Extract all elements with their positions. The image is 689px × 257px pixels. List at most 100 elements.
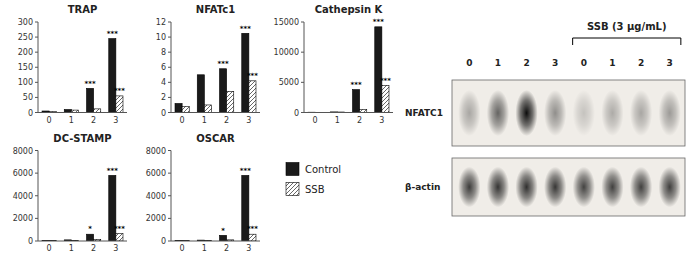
lane-label: 3: [552, 58, 558, 68]
y-tick-label: 8000: [13, 147, 33, 156]
bar: [227, 91, 234, 112]
bar: [87, 234, 94, 241]
chart-title: OSCAR: [196, 133, 235, 144]
blot-box: [452, 158, 685, 216]
significance-label: ***: [218, 60, 229, 68]
bar: [182, 106, 189, 112]
legend-swatch: [286, 163, 299, 176]
x-tick-label: 3: [246, 244, 251, 253]
x-tick-label: 3: [246, 116, 251, 125]
y-tick-label: 8000: [146, 147, 166, 156]
lane-label: 1: [609, 58, 615, 68]
lane-label: 0: [581, 58, 587, 68]
y-tick-label: 0: [28, 237, 33, 246]
x-tick-label: 0: [47, 244, 52, 253]
x-tick-label: 3: [113, 116, 118, 125]
band: [544, 167, 566, 208]
bar: [220, 69, 227, 113]
bar: [220, 235, 227, 241]
band: [630, 90, 652, 136]
lane-label: 2: [523, 58, 529, 68]
x-axis: [171, 241, 260, 242]
significance-label: *: [88, 225, 92, 233]
lane-label: 3: [667, 58, 673, 68]
y-tick-label: 2000: [146, 214, 166, 223]
legend-swatch: [286, 183, 299, 196]
y-axis: [304, 22, 305, 113]
x-axis: [171, 112, 260, 113]
bar: [353, 90, 360, 113]
legend-label: Control: [305, 164, 341, 175]
significance-label: *: [221, 227, 225, 235]
y-tick-label: 0: [294, 109, 299, 118]
significance-label: ***: [247, 72, 258, 80]
band: [487, 90, 509, 136]
y-tick-label: 100: [18, 78, 33, 87]
chart-title: NFATc1: [196, 4, 235, 15]
y-tick-label: 250: [18, 33, 33, 42]
bar: [197, 75, 204, 113]
bars: [175, 175, 256, 241]
y-axis: [171, 151, 172, 242]
bar: [204, 105, 211, 113]
significance-label: ***: [114, 87, 125, 95]
x-tick-label: 2: [91, 244, 96, 253]
y-tick-label: 0: [28, 109, 33, 118]
bar-chart: OSCAR02000400060008000*******0123: [146, 133, 260, 254]
significance-label: ***: [85, 80, 96, 88]
band: [515, 90, 537, 136]
y-tick-label: 200: [18, 48, 33, 57]
y-tick-label: 10: [156, 33, 166, 42]
y-tick-label: 6: [161, 63, 166, 72]
y-tick-label: 4: [161, 78, 166, 87]
x-tick-label: 0: [180, 116, 185, 125]
y-tick-label: 15000: [274, 18, 299, 27]
x-tick-label: 3: [379, 116, 384, 125]
blot-box: [452, 80, 685, 146]
y-tick-label: 0: [161, 237, 166, 246]
y-tick-label: 4000: [146, 192, 166, 201]
chart-title: Cathepsin K: [315, 4, 384, 15]
chart-title: DC-STAMP: [53, 133, 111, 144]
y-tick-label: 4000: [13, 192, 33, 201]
x-tick-label: 1: [202, 244, 207, 253]
bar: [249, 234, 256, 241]
x-tick-label: 1: [69, 244, 74, 253]
y-axis: [38, 151, 39, 242]
y-tick-label: 2: [161, 93, 166, 102]
western-blot: SSB (3 μg/mL)01230123NFATC1β-actin: [405, 21, 685, 216]
figure: TRAP050100150200250300*********0123NFATc…: [0, 0, 689, 257]
x-tick-label: 3: [113, 244, 118, 253]
bars: [175, 33, 256, 112]
bars: [308, 27, 389, 113]
y-tick-label: 6000: [146, 169, 166, 178]
band: [487, 167, 509, 208]
bar: [116, 234, 123, 241]
x-tick-label: 0: [313, 116, 318, 125]
band: [573, 167, 595, 208]
row-label: β-actin: [405, 182, 440, 192]
bar: [382, 85, 389, 112]
y-tick-label: 0: [161, 109, 166, 118]
y-axis: [38, 22, 39, 113]
significance-label: ***: [240, 25, 251, 33]
y-tick-label: 12: [156, 18, 166, 27]
y-tick-label: 150: [18, 63, 33, 72]
lane-label: 2: [638, 58, 644, 68]
bars: [42, 39, 123, 113]
significance-label: ***: [240, 167, 251, 175]
significance-label: ***: [351, 81, 362, 89]
lane-label: 1: [495, 58, 501, 68]
significance-label: ***: [114, 225, 125, 233]
x-tick-label: 2: [357, 116, 362, 125]
bar: [87, 88, 94, 112]
significance-label: ***: [107, 30, 118, 38]
x-tick-label: 2: [224, 244, 229, 253]
significance-label: ***: [380, 77, 391, 85]
bar-chart: Cathepsin K050001000015000*********0123: [274, 4, 393, 125]
bar-chart: DC-STAMP02000400060008000*******0123: [13, 133, 127, 254]
bar-chart: TRAP050100150200250300*********0123: [18, 4, 127, 125]
x-tick-label: 1: [335, 116, 340, 125]
x-axis: [304, 112, 393, 113]
band: [515, 167, 537, 208]
